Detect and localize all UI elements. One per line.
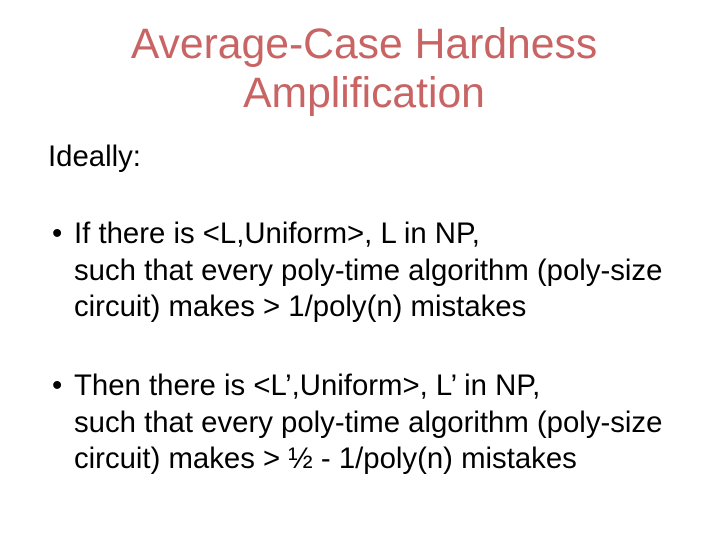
- list-item: Then there is <L’,Uniform>, L’ in NP,suc…: [48, 368, 680, 478]
- list-item: If there is <L,Uniform>, L in NP,such th…: [48, 216, 680, 326]
- slide: Average-Case Hardness Amplification Idea…: [0, 0, 720, 540]
- bullet-text: If there is <L,Uniform>, L in NP,such th…: [74, 217, 662, 323]
- bullet-list: If there is <L,Uniform>, L in NP,such th…: [48, 216, 680, 478]
- title-line-1: Average-Case Hardness: [131, 20, 597, 68]
- slide-title: Average-Case Hardness Amplification: [48, 20, 680, 118]
- title-line-2: Amplification: [243, 69, 485, 117]
- bullet-text: Then there is <L’,Uniform>, L’ in NP,suc…: [74, 369, 662, 475]
- intro-text: Ideally:: [48, 140, 680, 174]
